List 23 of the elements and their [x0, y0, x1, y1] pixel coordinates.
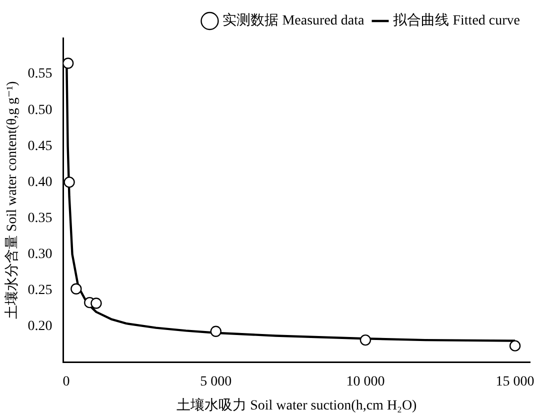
point	[64, 176, 75, 188]
x-tick-label: 15 000	[496, 374, 534, 390]
point	[210, 326, 222, 337]
x-axis-title: 土壤水吸力 Soil water suction(h,cm H₂O)	[176, 397, 418, 414]
y-tick-label: 0.55	[28, 66, 52, 82]
point	[70, 283, 82, 294]
legend-label: 实测数据 Measured data	[222, 12, 366, 29]
y-tick-label: 0.35	[28, 210, 52, 226]
y-tick-label: 0.50	[28, 102, 52, 118]
y-tick-label: 0.20	[28, 319, 52, 334]
y-axis-title: 土壤水分含量 Soil water content(θ,g g⁻¹)	[4, 80, 20, 320]
y-tick-label: 0.45	[28, 138, 52, 154]
point	[360, 334, 372, 346]
y-tick-label: 0.25	[28, 282, 52, 298]
y-tick-label: 0.30	[28, 246, 52, 262]
x-tick-label: 10 000	[346, 374, 385, 390]
y-tick-label: 0.40	[28, 174, 52, 190]
legend-label: 拟合曲线 Fitted curve	[393, 12, 520, 29]
point	[90, 298, 102, 309]
x-tick-label: 5 000	[200, 374, 232, 390]
x-tick-label: 0	[62, 374, 70, 390]
point	[63, 58, 74, 69]
point	[509, 340, 521, 352]
